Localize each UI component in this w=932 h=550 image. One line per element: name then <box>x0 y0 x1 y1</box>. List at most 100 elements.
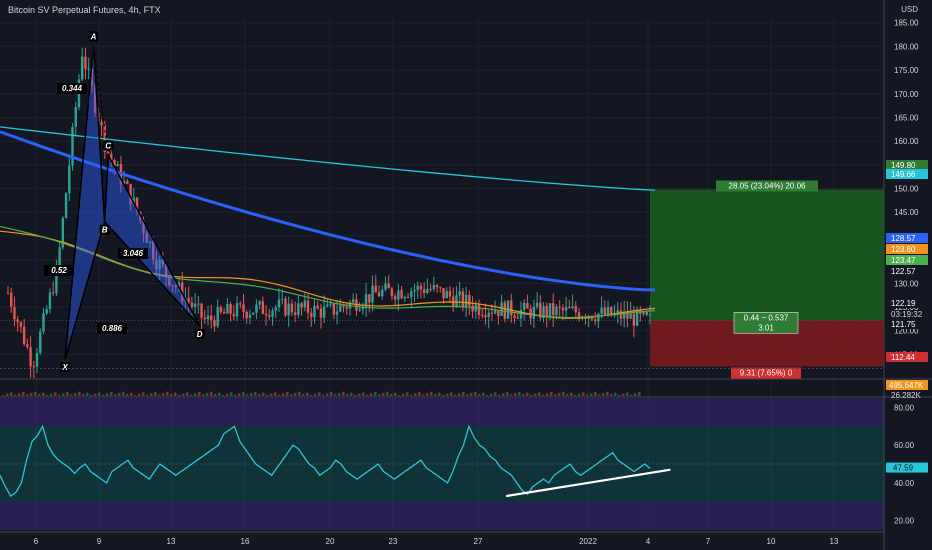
volume-bar <box>254 391 257 396</box>
candle-body <box>258 301 261 305</box>
volume-bar <box>570 392 573 396</box>
pattern-point-label-bg <box>99 224 110 235</box>
volume-bar <box>394 392 397 396</box>
candle-body <box>242 304 245 312</box>
candle-body <box>335 311 339 315</box>
volume-bar <box>550 392 553 396</box>
candle-body <box>319 308 323 318</box>
candle-body <box>306 300 310 313</box>
candle-body <box>419 285 423 290</box>
candle-body <box>497 310 500 316</box>
price-axis-badge-label: 122.57 <box>891 267 916 276</box>
price-axis-badge-label: 128.57 <box>891 234 916 243</box>
price-axis-badge <box>886 244 928 254</box>
volume-bar <box>546 393 549 396</box>
volume-bar <box>534 393 537 396</box>
candle-body <box>477 304 481 315</box>
candle-body <box>145 233 148 243</box>
candle-body <box>358 309 361 311</box>
volume-bar <box>22 392 25 396</box>
candle-body <box>384 283 387 290</box>
volume-bar <box>490 393 493 396</box>
time-tick-label: 7 <box>706 537 711 546</box>
volume-bar <box>438 392 441 396</box>
candle-body <box>190 302 194 308</box>
candle-body <box>122 180 126 185</box>
rsi-overbought-band <box>0 398 884 427</box>
pattern-ratio-bg <box>97 323 127 334</box>
candle-body <box>58 247 61 266</box>
candle-body <box>284 298 287 316</box>
pattern-ratio-label: 0.52 <box>51 266 67 275</box>
candle-body <box>445 291 448 299</box>
target-label: 28.05 (23.04%) 20.06 <box>729 181 806 190</box>
volume-bar <box>50 393 53 396</box>
volume-bar <box>462 392 465 396</box>
pattern-ratio-label: 0.344 <box>62 84 83 93</box>
candle-body <box>577 312 581 319</box>
time-tick-label: 6 <box>34 537 39 546</box>
volume-bar <box>202 394 205 396</box>
volume-bar <box>510 394 513 396</box>
volume-bar <box>530 395 533 396</box>
volume-bar <box>298 391 301 396</box>
volume-bar <box>226 393 229 396</box>
volume-bar <box>418 392 421 396</box>
price-axis-badge-label: 123.60 <box>891 245 916 254</box>
candle-body <box>168 275 171 286</box>
candle-body <box>142 220 145 234</box>
time-tick-label: 9 <box>97 537 102 546</box>
candle-body <box>158 259 161 270</box>
volume-bar <box>30 393 33 396</box>
candle-body <box>619 310 623 319</box>
volume-bar <box>162 393 165 396</box>
volume-bar <box>138 393 141 396</box>
volume-bar <box>78 391 81 396</box>
candle-body <box>39 331 42 354</box>
candle-body <box>148 241 152 243</box>
candle-body <box>558 306 561 308</box>
volume-bar <box>142 392 145 396</box>
price-tick-label: 170.00 <box>894 90 919 99</box>
pattern-point-label-C: C <box>105 141 111 150</box>
price-axis-badge-label: 149.80 <box>891 161 916 170</box>
volume-bar <box>362 392 365 396</box>
candle-body <box>339 305 342 312</box>
volume-bar <box>422 394 425 396</box>
candle-body <box>351 299 355 303</box>
candle-body <box>364 294 368 307</box>
candle-body <box>516 317 519 319</box>
volume-bar <box>290 394 293 396</box>
time-tick-label: 4 <box>646 537 651 546</box>
volume-bar <box>94 393 97 396</box>
candle-body <box>151 241 155 260</box>
time-tick-label: 10 <box>767 537 776 546</box>
volume-bar <box>494 392 497 396</box>
volume-bar <box>398 395 401 396</box>
volume-bar <box>502 393 505 396</box>
volume-bar <box>366 394 369 396</box>
pattern-ratio-bg <box>118 248 148 259</box>
volume-bar <box>6 393 9 396</box>
volume-bar <box>562 391 565 396</box>
rsi-tick-label: 60.00 <box>894 441 915 450</box>
candle-body <box>248 314 252 318</box>
candle-body <box>381 289 384 297</box>
candle-body <box>61 217 65 248</box>
candle-body <box>303 300 307 308</box>
candle-body <box>471 305 474 312</box>
candle-body <box>264 313 268 316</box>
countdown-label: 03:19:32 <box>891 310 923 319</box>
volume-bar <box>218 392 221 396</box>
candle-body <box>490 312 494 314</box>
candle-body <box>48 292 52 310</box>
volume-bar <box>178 395 181 396</box>
time-tick-label: 16 <box>241 537 250 546</box>
candle-body <box>200 303 203 318</box>
candle-body <box>100 122 103 126</box>
volume-bar <box>558 393 561 396</box>
candle-body <box>22 326 26 345</box>
candle-body <box>213 320 216 327</box>
candle-body <box>642 311 645 314</box>
